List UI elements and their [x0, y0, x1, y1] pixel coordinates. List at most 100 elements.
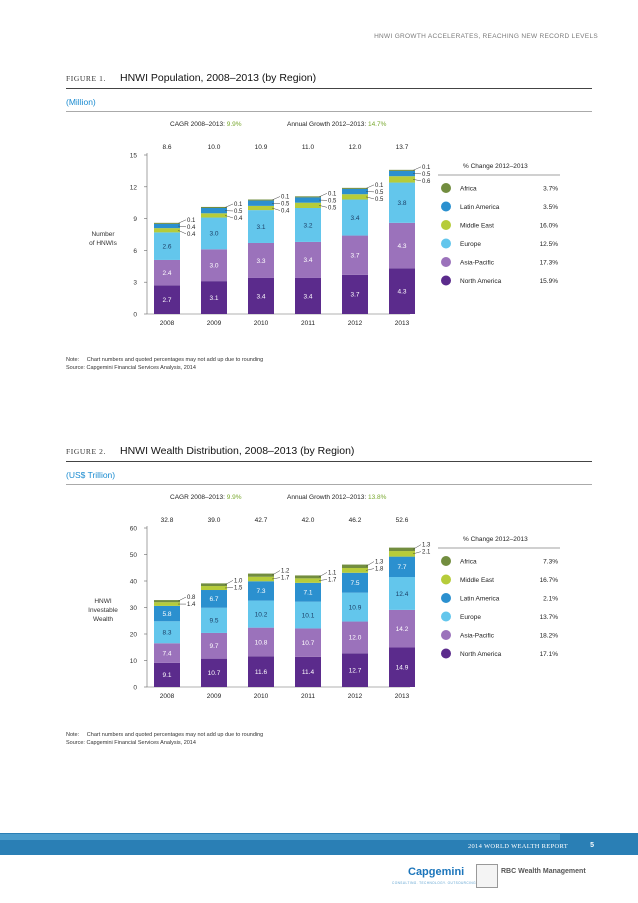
- chart2-bar-middle-east: [201, 586, 227, 591]
- chart1-callout-value: 0.4: [234, 216, 243, 222]
- chart2-xtick-label: 2011: [301, 693, 315, 700]
- chart1-callout-value: 0.1: [375, 183, 384, 189]
- figure2-label: FIGURE 2.: [66, 447, 106, 456]
- chart2-callout-value: 1.5: [234, 585, 243, 591]
- chart1-ytick-label: 3: [133, 280, 137, 287]
- chart2-ytick-label: 10: [130, 658, 138, 665]
- chart1-callout-line: [318, 193, 328, 198]
- chart2-bar-value: 8.3: [162, 630, 171, 637]
- chart2-callout-value: 1.2: [281, 569, 290, 575]
- chart1-bar-total: 12.0: [349, 144, 362, 151]
- chart1-bar-north-america: [342, 274, 368, 314]
- chart2-bar-total: 46.2: [349, 517, 362, 524]
- chart1-cagr-label: CAGR 2008–2013:: [170, 121, 227, 128]
- chart1-legend-change: 16.0%: [540, 223, 559, 230]
- rbc-shield-icon: [476, 864, 498, 888]
- chart1-callout-line: [365, 196, 375, 200]
- chart1-bar-total: 8.6: [162, 144, 171, 151]
- chart2-ytick-label: 60: [130, 526, 138, 533]
- chart1-bar-latin-america: [201, 208, 227, 214]
- chart1-bar-middle-east: [342, 194, 368, 200]
- footer-title: 2014 WORLD WEALTH REPORT: [467, 843, 568, 850]
- chart2-bar-asia-pacific: [389, 609, 415, 648]
- chart2-legend-change: 2.1%: [543, 596, 558, 603]
- chart2-bar-value: 11.4: [302, 669, 315, 676]
- chart2-legend-swatch: [441, 630, 451, 640]
- chart1-bar-middle-east: [389, 176, 415, 183]
- chart2-xtick-label: 2009: [207, 693, 222, 700]
- figure1-heading: FIGURE 1. HNWI Population, 2008–2013 (by…: [66, 68, 592, 89]
- chart1-callout-line: [224, 203, 234, 208]
- footer-band-highlight: [0, 834, 560, 840]
- chart1-ylabel-line: of HNWIs: [89, 240, 118, 247]
- chart1-bar-asia-pacific: [201, 249, 227, 282]
- chart1-bar-total: 10.0: [208, 144, 221, 151]
- chart2-callout-value: 1.7: [328, 577, 337, 583]
- chart1-callout-value: 0.1: [187, 218, 196, 224]
- chart1-xtick-label: 2008: [160, 320, 175, 327]
- chart2-bar-value: 9.5: [209, 618, 218, 625]
- chart1-callout-value: 0.1: [328, 191, 337, 197]
- chart2-bar-africa: [201, 583, 227, 587]
- chart2-bar-total: 42.0: [302, 517, 315, 524]
- chart2-callout-line: [318, 572, 328, 578]
- chart1-callout-value: 0.6: [422, 179, 431, 185]
- chart2-legend-name: Middle East: [460, 577, 494, 584]
- chart1-legend-name: Latin America: [460, 204, 500, 211]
- chart2-bar-europe: [201, 607, 227, 633]
- chart1-bar-europe: [342, 199, 368, 236]
- chart1-bar-value: 3.4: [303, 293, 312, 300]
- chart2-bar-value: 14.2: [396, 626, 409, 633]
- chart2-bar-value: 9.7: [209, 643, 218, 650]
- chart1-bar-africa: [154, 222, 180, 224]
- chart2-bar-africa: [342, 564, 368, 569]
- chart2-callout-line: [224, 580, 234, 585]
- chart2-bar-africa: [154, 600, 180, 603]
- chart2-callout-line: [271, 570, 281, 576]
- chart2-bar-value: 7.3: [256, 588, 265, 595]
- chart1-bar-latin-america: [248, 200, 274, 206]
- chart2-bar-latin-america: [342, 572, 368, 593]
- chart1-bar-value: 3.0: [209, 263, 218, 270]
- chart2-bar-asia-pacific: [342, 621, 368, 654]
- chart2-bar-europe: [295, 601, 321, 629]
- chart2-callout-value: 1.0: [234, 578, 243, 584]
- chart2-bar-value: 12.4: [396, 591, 409, 598]
- chart1-ytick-label: 6: [133, 248, 137, 255]
- figure1-source: Source: Capgemini Financial Services Ana…: [66, 365, 196, 371]
- chart1-bar-latin-america: [389, 170, 415, 177]
- chart1-legend-name: North America: [460, 278, 502, 285]
- chart2-bar-asia-pacific: [295, 628, 321, 657]
- running-header: HNWI GROWTH ACCELERATES, REACHING NEW RE…: [374, 33, 598, 40]
- chart1-bar-latin-america: [295, 197, 321, 203]
- figure2-note-label: Note:: [66, 732, 80, 738]
- chart2-bar-europe: [248, 600, 274, 628]
- chart1-callout-value: 0.5: [281, 202, 290, 208]
- chart2-bar-north-america: [201, 658, 227, 687]
- figure2-unit: (US$ Trillion): [66, 470, 116, 480]
- chart2-cagr: CAGR 2008–2013: 9.9%: [170, 494, 242, 501]
- chart2-bar-total: 42.7: [255, 517, 268, 524]
- chart1-bar-middle-east: [154, 228, 180, 233]
- chart1-xtick-label: 2012: [348, 320, 363, 327]
- chart1-callout-value: 0.1: [234, 202, 243, 208]
- chart2-bar-value: 10.2: [255, 611, 268, 618]
- figure2-unit-rule: [66, 484, 592, 485]
- chart2-ylabel-line: Wealth: [93, 616, 113, 623]
- chart1-bar-value: 4.3: [397, 243, 406, 250]
- chart1-callout-value: 0.1: [281, 195, 290, 201]
- chart1-callout-value: 0.5: [375, 190, 384, 196]
- chart1-callout-value: 0.4: [187, 225, 196, 231]
- chart1-bar-value: 3.7: [350, 292, 359, 299]
- chart1-bar-north-america: [248, 277, 274, 314]
- chart1-legend-swatch: [441, 257, 451, 267]
- chart2-callout-value: 1.3: [375, 560, 384, 566]
- rbc-logo: RBC Wealth Management: [501, 868, 586, 875]
- chart2-callout-value: 2.1: [422, 550, 431, 556]
- chart2-bar-value: 10.1: [302, 612, 315, 619]
- chart2-xtick-label: 2010: [254, 693, 269, 700]
- chart2-legend-change: 13.7%: [540, 614, 559, 621]
- chart1-legend-name: Europe: [460, 241, 481, 248]
- chart1-bar-value: 4.3: [397, 289, 406, 296]
- chart1-ytick-label: 9: [133, 216, 137, 223]
